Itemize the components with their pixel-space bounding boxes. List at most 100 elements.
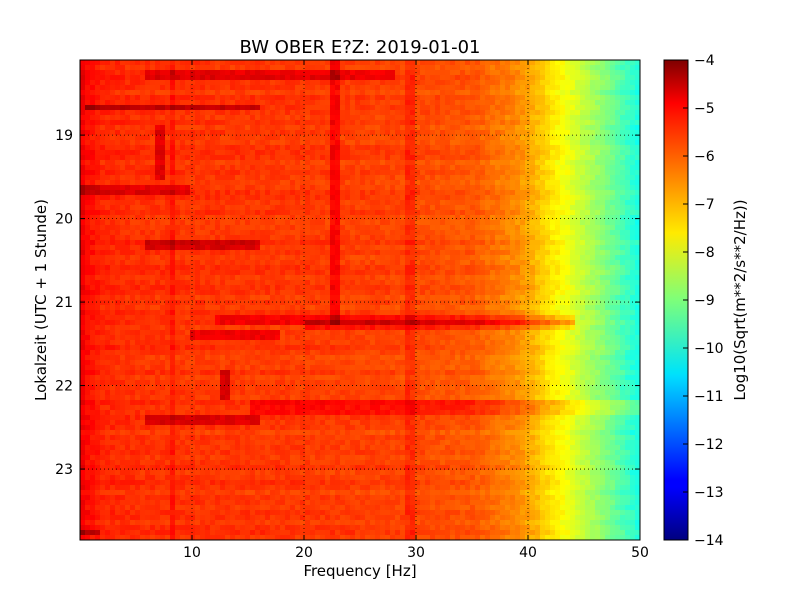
heatmap-cell xyxy=(475,210,481,216)
heatmap-cell xyxy=(145,280,151,286)
heatmap-cell xyxy=(215,95,221,101)
heatmap-cell xyxy=(440,165,446,171)
heatmap-cell xyxy=(610,105,616,111)
heatmap-cell xyxy=(95,165,101,171)
heatmap-cell xyxy=(440,135,446,141)
heatmap-cell xyxy=(580,155,586,161)
heatmap-cell xyxy=(405,185,411,191)
heatmap-cell xyxy=(170,215,176,221)
heatmap-cell xyxy=(460,270,466,276)
heatmap-cell xyxy=(230,225,236,231)
heatmap-cell xyxy=(215,195,221,201)
heatmap-cell xyxy=(390,245,396,251)
heatmap-cell xyxy=(625,230,631,236)
heatmap-cell xyxy=(380,75,386,81)
heatmap-cell xyxy=(280,200,286,206)
heatmap-cell xyxy=(585,225,591,231)
heatmap-cell xyxy=(635,100,640,106)
heatmap-cell xyxy=(325,155,331,161)
heatmap-cell xyxy=(195,80,201,86)
heatmap-cell xyxy=(425,105,431,111)
heatmap-cell xyxy=(325,145,331,151)
heatmap-cell xyxy=(135,270,141,276)
heatmap-cell xyxy=(210,255,216,261)
heatmap-cell xyxy=(210,200,216,206)
heatmap-cell xyxy=(455,60,461,66)
heatmap-cell xyxy=(385,205,391,211)
heatmap-cell xyxy=(360,75,366,81)
heatmap-cell xyxy=(445,90,451,96)
heatmap-cell xyxy=(325,250,331,256)
heatmap-cell xyxy=(390,175,396,181)
heatmap-cell xyxy=(425,215,431,221)
heatmap-cell xyxy=(415,125,421,131)
heatmap-cell xyxy=(365,110,371,116)
heatmap-cell xyxy=(550,140,556,146)
heatmap-cell xyxy=(385,195,391,201)
heatmap-cell xyxy=(485,185,491,191)
heatmap-cell xyxy=(205,280,211,286)
heatmap-cell xyxy=(225,60,231,66)
heatmap-cell xyxy=(575,175,581,181)
heatmap-cell xyxy=(220,220,226,226)
heatmap-cell xyxy=(585,230,591,236)
heatmap-cell xyxy=(235,100,241,106)
heatmap-cell xyxy=(305,175,311,181)
heatmap-cell xyxy=(470,150,476,156)
heatmap-cell xyxy=(520,240,526,246)
heatmap-cell xyxy=(285,130,291,136)
heatmap-cell xyxy=(570,75,576,81)
heatmap-cell xyxy=(470,240,476,246)
heatmap-cell xyxy=(435,135,441,141)
heatmap-cell xyxy=(165,80,171,86)
heatmap-cell xyxy=(425,130,431,136)
heatmap-cell xyxy=(120,120,126,126)
heatmap-cell xyxy=(570,110,576,116)
heatmap-cell xyxy=(170,125,176,131)
heatmap-cell xyxy=(330,265,336,271)
heatmap-cell xyxy=(350,145,356,151)
heatmap-cell xyxy=(255,185,261,191)
heatmap-cell xyxy=(515,275,521,281)
heatmap-cell xyxy=(625,95,631,101)
heatmap-cell xyxy=(440,60,446,66)
heatmap-cell xyxy=(275,65,281,71)
heatmap-cell xyxy=(275,200,281,206)
heatmap-cell xyxy=(515,60,521,66)
heatmap-cell xyxy=(625,170,631,176)
heatmap-cell xyxy=(600,80,606,86)
heatmap-cell xyxy=(490,205,496,211)
heatmap-cell xyxy=(510,185,516,191)
heatmap-cell xyxy=(105,80,111,86)
heatmap-cell xyxy=(135,120,141,126)
heatmap-cell xyxy=(290,180,296,186)
heatmap-cell xyxy=(300,195,306,201)
heatmap-cell xyxy=(380,235,386,241)
heatmap-cell xyxy=(340,195,346,201)
heatmap-cell xyxy=(350,215,356,221)
heatmap-cell xyxy=(235,250,241,256)
heatmap-cell xyxy=(280,230,286,236)
heatmap-cell xyxy=(610,185,616,191)
heatmap-cell xyxy=(200,70,206,76)
heatmap-cell xyxy=(255,180,261,186)
heatmap-cell xyxy=(145,155,151,161)
heatmap-cell xyxy=(335,220,341,226)
heatmap-cell xyxy=(475,215,481,221)
heatmap-cell xyxy=(190,90,196,96)
heatmap-cell xyxy=(105,160,111,166)
heatmap-cell xyxy=(130,195,136,201)
heatmap-cell xyxy=(340,85,346,91)
heatmap-cell xyxy=(620,80,626,86)
heatmap-cell xyxy=(115,160,121,166)
heatmap-cell xyxy=(380,175,386,181)
heatmap-cell xyxy=(485,100,491,106)
heatmap-cell xyxy=(365,250,371,256)
heatmap-cell xyxy=(400,260,406,266)
heatmap-cell xyxy=(635,160,640,166)
heatmap-cell xyxy=(475,235,481,241)
heatmap-cell xyxy=(175,225,181,231)
heatmap-cell xyxy=(500,115,506,121)
heatmap-cell xyxy=(180,90,186,96)
heatmap-cell xyxy=(550,70,556,76)
